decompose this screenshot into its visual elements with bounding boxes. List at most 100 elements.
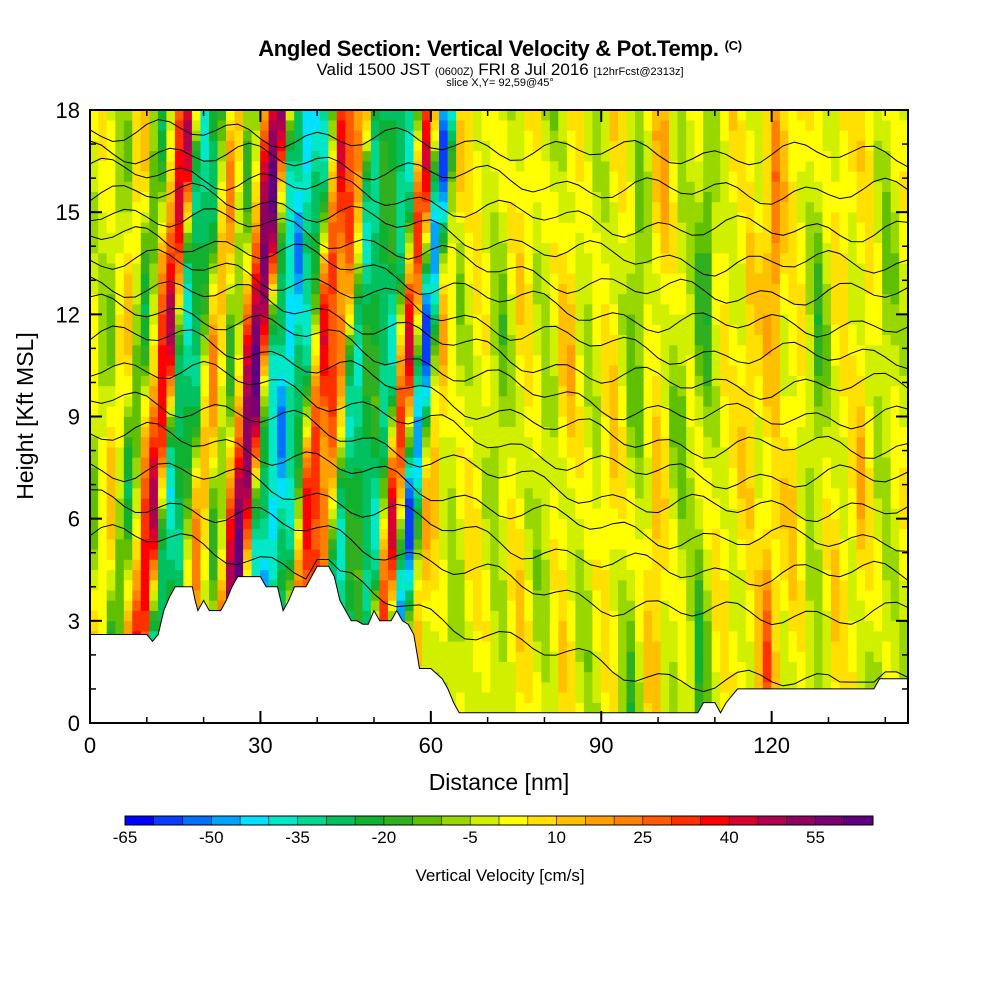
velocity-cell [694, 497, 704, 509]
velocity-cell [90, 406, 99, 417]
velocity-cell [524, 222, 534, 233]
velocity-cell [524, 610, 534, 622]
velocity-cell [720, 661, 730, 673]
velocity-cell [796, 375, 806, 387]
velocity-cell [405, 467, 415, 479]
velocity-cell [831, 457, 841, 468]
velocity-cell [762, 671, 772, 683]
velocity-cell [183, 477, 193, 489]
velocity-cell [260, 467, 270, 479]
velocity-cell [583, 477, 593, 489]
velocity-cell [439, 324, 449, 335]
velocity-cell [507, 344, 517, 356]
velocity-cell [566, 446, 576, 458]
velocity-cell [285, 201, 295, 213]
velocity-cell [473, 252, 483, 264]
velocity-cell [677, 303, 687, 315]
velocity-cell [583, 702, 593, 714]
velocity-cell [98, 538, 108, 550]
velocity-cell [524, 252, 534, 264]
velocity-cell [831, 559, 841, 570]
velocity-cell [643, 518, 653, 530]
velocity-cell [873, 508, 883, 519]
velocity-cell [609, 702, 619, 714]
velocity-cell [703, 334, 713, 346]
velocity-cell [473, 191, 483, 203]
velocity-cell [626, 467, 636, 479]
velocity-cell [115, 252, 125, 264]
velocity-cell [728, 426, 738, 438]
velocity-cell [277, 487, 287, 499]
velocity-cell [370, 467, 380, 479]
velocity-cell [541, 252, 551, 264]
velocity-cell [379, 477, 389, 489]
velocity-cell [243, 232, 253, 244]
velocity-cell [856, 487, 866, 499]
velocity-cell [140, 354, 150, 366]
velocity-cell [779, 375, 789, 387]
velocity-cell [140, 508, 150, 519]
velocity-cell [234, 538, 244, 550]
velocity-cell [848, 661, 858, 673]
velocity-cell [592, 692, 602, 703]
velocity-cell [745, 589, 755, 601]
velocity-cell [507, 406, 517, 417]
velocity-cell [166, 477, 176, 489]
velocity-cell [848, 314, 858, 325]
velocity-cell [98, 375, 108, 387]
velocity-cell [149, 600, 159, 611]
velocity-cell [226, 293, 236, 305]
velocity-cell [140, 303, 150, 315]
velocity-cell [745, 518, 755, 530]
velocity-cell [592, 528, 602, 540]
velocity-cell [209, 354, 219, 366]
velocity-cell [660, 600, 670, 611]
velocity-cell [498, 620, 508, 632]
velocity-cell [873, 262, 883, 274]
velocity-cell [456, 569, 466, 581]
velocity-cell [353, 600, 363, 611]
velocity-cell [294, 446, 304, 458]
velocity-cell [200, 559, 210, 570]
velocity-cell [319, 497, 329, 509]
velocity-cell [652, 293, 662, 305]
velocity-cell [353, 344, 363, 356]
velocity-cell [694, 487, 704, 499]
velocity-cell [558, 518, 568, 530]
velocity-cell [541, 375, 551, 387]
velocity-cell [882, 375, 892, 387]
velocity-cell [226, 549, 236, 560]
velocity-cell [507, 620, 517, 632]
velocity-cell [191, 416, 201, 427]
velocity-cell [635, 692, 645, 703]
velocity-cell [268, 508, 278, 519]
velocity-cell [174, 252, 184, 264]
velocity-cell [200, 395, 210, 407]
velocity-cell [251, 467, 261, 479]
velocity-cell [771, 406, 781, 417]
velocity-cell [90, 579, 99, 591]
velocity-cell [601, 671, 611, 683]
velocity-cell [848, 242, 858, 254]
velocity-cell [217, 293, 227, 305]
velocity-cell [549, 334, 559, 346]
velocity-cell [686, 477, 696, 489]
velocity-cell [635, 303, 645, 315]
velocity-cell [643, 201, 653, 213]
velocity-cell [805, 395, 815, 407]
velocity-cell [524, 293, 534, 305]
velocity-cell [728, 395, 738, 407]
velocity-cell [814, 641, 824, 652]
velocity-cell [507, 467, 517, 479]
velocity-cell [618, 262, 628, 274]
velocity-cell [422, 467, 432, 479]
velocity-cell [260, 487, 270, 499]
velocity-cell [362, 538, 372, 550]
velocity-cell [123, 262, 133, 274]
velocity-cell [532, 589, 542, 601]
velocity-cell [473, 600, 483, 611]
velocity-cell [601, 477, 611, 489]
velocity-cell [405, 518, 415, 530]
velocity-cell [566, 416, 576, 427]
velocity-cell [362, 273, 372, 284]
